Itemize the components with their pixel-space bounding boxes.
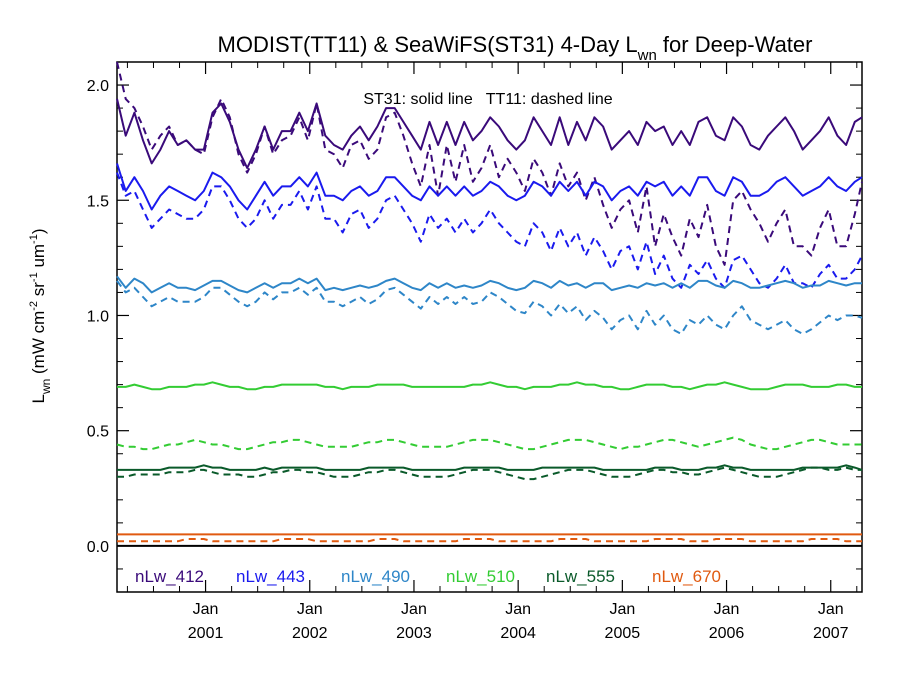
y-axis-label-group: Lwn (mW cm-2 sr-1 um-1) <box>28 228 53 403</box>
ylabel-sub: wn <box>39 379 53 395</box>
series-line-nLw_510-dashed <box>116 436 862 451</box>
line-style-annotation: ST31: solid line TT11: dashed line <box>363 91 612 108</box>
x-tick-month: Jan <box>297 601 323 618</box>
legend-item-nLw_412: nLw_412 <box>135 567 204 586</box>
x-tick-year: 2004 <box>500 625 536 642</box>
series-line-nLw_412-dashed <box>116 61 863 266</box>
y-tick-label: 1.0 <box>87 308 109 325</box>
legend-item-nLw_555: nLw_555 <box>546 567 615 586</box>
series-line-nLw_412-solid <box>116 98 863 169</box>
series-line-nLw_555-solid <box>117 464 863 471</box>
title-subscript: wn <box>637 47 657 64</box>
legend-item-nLw_670: nLw_670 <box>652 567 721 586</box>
x-tick-year: 2007 <box>813 625 849 642</box>
y-tick-label: 1.5 <box>87 193 109 210</box>
y-tick-label: 0.5 <box>87 424 109 441</box>
ylabel-sup1: -2 <box>28 301 40 311</box>
legend-item-nLw_510: nLw_510 <box>446 567 515 586</box>
x-tick-month: Jan <box>714 601 740 618</box>
x-tick-month: Jan <box>401 601 427 618</box>
y-axis-label: Lwn (mW cm-2 sr-1 um-1) <box>28 228 53 403</box>
legend: nLw_412 nLw_443 nLw_490 nLw_510 nLw_555 nLw_6… <box>135 567 721 586</box>
plot-frame <box>116 61 863 593</box>
ylabel-sup2: -1 <box>28 272 40 282</box>
legend-item-nLw_490: nLw_490 <box>341 567 410 586</box>
x-tick-year: 2005 <box>605 625 641 642</box>
title-tail: for Deep-Water <box>657 32 813 57</box>
x-tick-year: 2006 <box>709 625 745 642</box>
series-line-nLw_443-dashed <box>116 172 863 289</box>
ylabel-unit-c: um <box>29 244 48 272</box>
series-line-nLw_670-dashed <box>117 538 862 543</box>
series-line-nLw_490-solid <box>116 275 862 294</box>
ylabel-unit-b: sr <box>29 282 48 301</box>
series-line-nLw_555-dashed <box>117 466 862 481</box>
series-line-nLw_510-solid <box>117 381 862 391</box>
ylabel-unit-d: ) <box>29 228 48 234</box>
series-line-nLw_443-solid <box>116 163 863 211</box>
legend-item-nLw_443: nLw_443 <box>236 567 305 586</box>
x-tick-year: 2003 <box>396 625 432 642</box>
x-tick-month: Jan <box>818 601 844 618</box>
x-tick-month: Jan <box>505 601 531 618</box>
ylabel-sup3: -1 <box>28 234 40 244</box>
y-axis: 0.0 0.5 1.0 1.5 2.0 <box>87 78 862 570</box>
x-tick-year: 2001 <box>188 625 224 642</box>
y-tick-label: 2.0 <box>87 78 109 95</box>
title-main: MODIST(TT11) & SeaWiFS(ST31) 4-Day L <box>218 32 638 57</box>
x-tick-month: Jan <box>609 601 635 618</box>
series-line-nLw_490-dashed <box>116 280 863 335</box>
series-group <box>116 61 863 543</box>
ylabel-unit-a: (mW cm <box>29 311 48 379</box>
ylabel-main: L <box>29 394 48 403</box>
x-axis: Jan 2001 Jan 2002 Jan 2003 Jan 2004 Jan 2005 Jan 20… <box>126 62 858 642</box>
y-tick-label: 0.0 <box>87 539 109 556</box>
x-tick-year: 2002 <box>292 625 328 642</box>
chart-title: MODIST(TT11) & SeaWiFS(ST31) 4-Day Lwn f… <box>218 32 813 64</box>
x-tick-month: Jan <box>193 601 219 618</box>
